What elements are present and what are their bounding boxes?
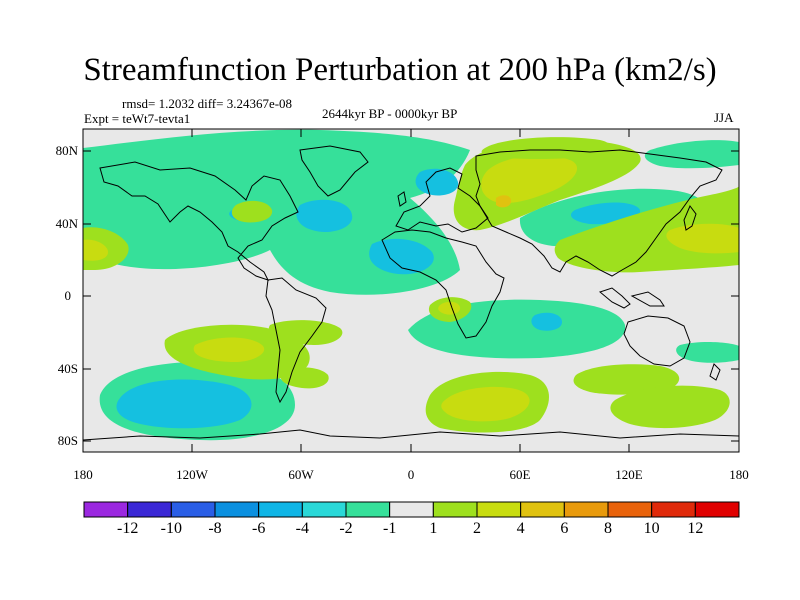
lon-label-0: 0: [408, 467, 415, 482]
colorbar-label: 2: [473, 520, 481, 537]
period-label: 2644kyr BP - 0000kyr BP: [322, 106, 458, 121]
indian-ocean-cyan-center: [531, 312, 562, 331]
colorbar-swatch: [258, 501, 303, 518]
lon-label-60w: 60W: [288, 467, 314, 482]
lat-label-40s: 40S: [58, 361, 78, 376]
colorbar-swatch: [520, 501, 565, 518]
south-america-positive-region: [268, 320, 343, 345]
lat-label-eq: 0: [65, 288, 72, 303]
colorbar-swatch: [432, 501, 478, 518]
southern-pacific-east-positive-region: [610, 385, 730, 429]
north-america-positive-region: [231, 200, 273, 223]
rmsd-stats: rmsd= 1.2032 diff= 3.24367e-08: [122, 96, 293, 111]
contour-field: [83, 129, 739, 452]
australia-coast: [623, 315, 691, 367]
antarctica-coast: [83, 429, 739, 441]
lon-label-120w: 120W: [176, 467, 209, 482]
colorbar-label: 10: [644, 520, 660, 537]
colorbar-label: -4: [296, 520, 309, 537]
plot-title: Streamfunction Perturbation at 200 hPa (…: [83, 52, 717, 88]
southern-ocean-yellow-center: [441, 386, 530, 422]
europe-coast: [395, 167, 489, 233]
colorbar-swatch: [607, 501, 653, 518]
lon-label-180w: 180: [73, 467, 93, 482]
colorbar-swatch: [301, 501, 347, 518]
coastlines: [83, 145, 739, 441]
maritime-continent-coast: [598, 287, 665, 309]
south-pacific-cyan-center: [116, 379, 252, 429]
colorbar-label: 1: [429, 520, 437, 537]
lat-label-80s: 80S: [58, 433, 78, 448]
colorbar-label: -10: [161, 520, 182, 537]
colorbar-swatch: [345, 501, 391, 518]
japan-coast: [683, 205, 697, 231]
colorbar-label: 8: [604, 520, 612, 537]
colorbar: [83, 501, 740, 518]
arctic-positive-region: [481, 137, 610, 160]
colorbar-swatch: [389, 501, 434, 518]
colorbar-swatch: [170, 501, 216, 518]
colorbar-label: 4: [517, 520, 525, 537]
colorbar-label: 12: [687, 520, 703, 537]
africa-europe-coast: [381, 229, 505, 339]
colorbar-label: -8: [208, 520, 221, 537]
indian-ocean-yellow-center: [438, 301, 461, 315]
lon-label-180e: 180: [729, 467, 749, 482]
arctic-negative-region: [644, 140, 739, 169]
colorbar-swatch: [127, 501, 172, 518]
uk-coast: [397, 191, 407, 207]
south-pacific-yellow-center: [193, 337, 265, 362]
colorbar-swatch: [563, 501, 609, 518]
south-america-coast: [265, 277, 327, 404]
asia-coast: [475, 149, 723, 277]
eurasia-yellow-center: [481, 155, 578, 204]
colorbar-swatch: [83, 501, 129, 518]
colorbar-swatch: [476, 501, 522, 518]
lon-label-120e: 120E: [615, 467, 643, 482]
south-atlantic-positive-region: [280, 367, 329, 389]
colorbar-label: -2: [339, 520, 352, 537]
north-america-coast: [99, 161, 299, 281]
colorbar-label: -12: [117, 520, 138, 537]
pacific-west-yellow-center: [83, 239, 108, 261]
colorbar-swatch: [694, 501, 740, 518]
eurasia-orange-center: [496, 195, 512, 208]
colorbar-label: 6: [560, 520, 568, 537]
lon-label-60e: 60E: [510, 467, 531, 482]
colorbar-swatch: [651, 501, 696, 518]
experiment-label: Expt = teWt7-tevta1: [84, 111, 191, 126]
greenland-coast: [299, 145, 369, 197]
north-pacific-small-negative: [304, 160, 349, 183]
colorbar-swatch: [214, 501, 260, 518]
colorbar-label: -1: [383, 520, 396, 537]
europe-cyan-center: [415, 168, 459, 196]
colorbar-label: -6: [252, 520, 265, 537]
tasman-positive-region: [573, 364, 680, 395]
australia-negative-region: [676, 342, 739, 363]
lat-label-80n: 80N: [56, 143, 79, 158]
tick-marks: [83, 129, 739, 452]
east-asia-yellow-center: [666, 223, 739, 254]
season-label: JJA: [714, 110, 734, 125]
atlantic-cyan-center: [296, 199, 353, 233]
lat-label-40n: 40N: [56, 216, 79, 231]
new-zealand-coast: [709, 363, 721, 381]
colorbar-labels: -12 -10 -8 -6 -4 -2 -1 1 2 4 6 8 10 12: [117, 520, 703, 537]
